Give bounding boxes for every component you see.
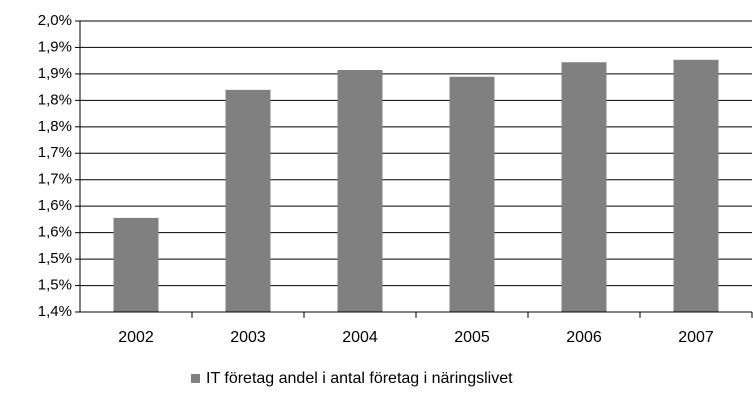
x-tick-label: 2006 <box>566 329 602 346</box>
legend-swatch <box>191 374 200 383</box>
bar <box>449 76 495 313</box>
y-tick-label: 1,8% <box>38 118 72 135</box>
y-tick-label: 1,5% <box>38 277 72 294</box>
x-tick-label: 2007 <box>678 329 714 346</box>
y-tick-label: 1,6% <box>38 197 72 214</box>
y-tick-label: 1,4% <box>38 303 72 320</box>
y-tick-label: 1,8% <box>38 91 72 108</box>
y-tick-label: 1,9% <box>38 38 72 55</box>
bar <box>225 89 271 313</box>
bar <box>561 62 607 312</box>
x-tick-label: 2004 <box>342 329 378 346</box>
y-tick-label: 1,5% <box>38 250 72 267</box>
x-tick-label: 2005 <box>454 329 490 346</box>
y-tick-label: 1,6% <box>38 224 72 241</box>
y-tick-label: 1,7% <box>38 171 72 188</box>
y-tick-label: 1,7% <box>38 144 72 161</box>
bar <box>673 59 719 312</box>
bar <box>337 69 383 312</box>
y-tick-label: 1,9% <box>38 65 72 82</box>
x-tick-label: 2002 <box>118 329 154 346</box>
bar <box>113 217 159 312</box>
x-tick-label: 2003 <box>230 329 266 346</box>
y-tick-label: 2,0% <box>38 12 72 29</box>
legend-label: IT företag andel i antal företag i närin… <box>206 370 513 387</box>
